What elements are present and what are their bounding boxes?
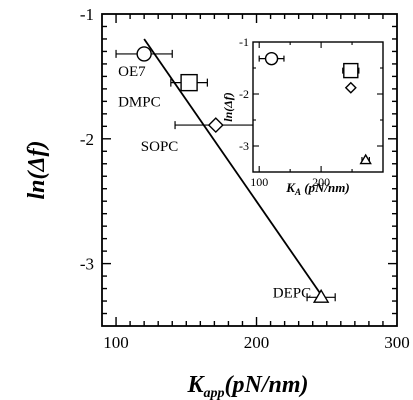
inset-y-tick-label: -1 [239,35,249,49]
fit-line [143,38,322,296]
inset-x-tick-label: 200 [312,175,330,189]
point-label: DMPC [118,95,161,111]
x-axis-title-main: K [186,372,205,398]
point-label: OE7 [118,64,146,80]
y-tick-label: -3 [80,255,94,274]
x-tick-label: 100 [103,333,129,352]
inset-plot: 100 200 -1 -2 -3 KA (pN/nm) ln(Δf) [221,35,384,197]
inset-y-tick-label: -2 [239,87,249,101]
y-axis-title: ln(Δf) [24,140,50,199]
inset-data-point [264,51,279,66]
data-point [312,288,330,303]
y-tick-label: -2 [80,130,94,149]
x-tick-label: 200 [244,333,270,352]
inset-y-axis-title: ln(Δf) [221,92,235,122]
inset-y-tick-label: -3 [239,139,249,153]
point-label: SOPC [141,139,179,155]
inset-x-axis-title: KA (pN/nm) [285,180,349,197]
x-tick-label: 300 [384,333,410,352]
y-tick-label: -1 [80,5,94,24]
inset-data-point [343,62,359,79]
point-label: DEPC [273,285,311,301]
main-plot: 100 200 300-1-2-3OE7DMPCSOPCDEPCKapp(pN/nm… [24,5,410,400]
inset-x-tick-label: 100 [250,175,268,189]
inset-data-point [344,81,357,94]
data-point [180,73,198,92]
inset-x-axis-title-main: K [285,180,296,195]
inset-x-axis-title-units: (pN/nm) [301,180,350,195]
data-point [136,46,152,62]
x-axis-title-sub: app [204,386,225,400]
x-axis-title-units: (pN/nm) [225,372,309,398]
inset-data-point [359,153,372,165]
x-axis-title: Kapp(pN/nm) [186,372,308,400]
main-plot-frame [101,13,398,327]
data-point [207,117,224,134]
inset-x-axis-title-sub: A [294,187,301,197]
